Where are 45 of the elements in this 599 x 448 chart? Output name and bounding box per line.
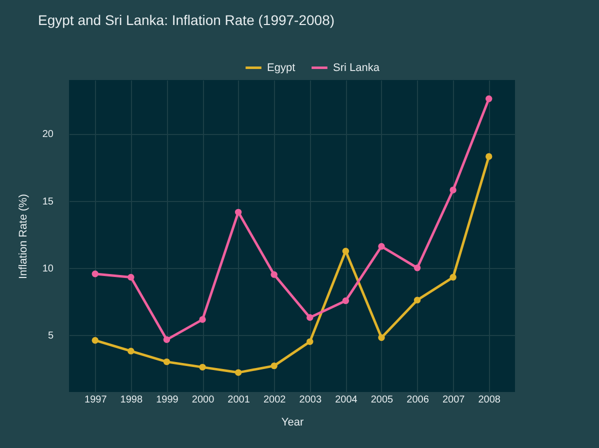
point	[414, 296, 421, 304]
x-tick-label: 2002	[263, 394, 286, 406]
point	[92, 270, 98, 278]
point	[306, 314, 314, 321]
point	[270, 271, 278, 278]
x-tick-label: 2007	[442, 394, 466, 406]
point	[163, 336, 170, 344]
point	[234, 208, 242, 216]
x-tick-label: 1997	[84, 394, 108, 406]
x-tick-label: 2006	[406, 394, 430, 406]
point	[128, 274, 134, 281]
x-tick-label: 2005	[370, 394, 394, 406]
point	[199, 316, 206, 323]
point	[378, 334, 385, 341]
point	[234, 369, 242, 376]
x-tick-label: 2001	[228, 394, 250, 406]
legend-label: Sri Lanka	[333, 62, 380, 74]
x-tick-label: 2003	[299, 394, 322, 406]
point	[128, 348, 134, 354]
point	[199, 364, 206, 371]
x-tick-label: 2008	[478, 394, 501, 406]
point	[414, 264, 421, 272]
point	[450, 274, 456, 281]
point	[450, 186, 456, 194]
x-tick-label: 1998	[120, 394, 143, 406]
x-tick-label: 2004	[335, 394, 358, 406]
legend-label: Egypt	[267, 62, 296, 74]
y-tick-label: 15	[42, 196, 54, 208]
point	[342, 248, 350, 254]
point	[486, 153, 492, 160]
y-tick-label: 5	[48, 330, 54, 342]
point	[163, 358, 170, 366]
x-tick-label: 1999	[156, 394, 179, 406]
point	[92, 336, 98, 344]
chart-title: Egypt and Sri Lanka: Inflation Rate (1997-2008)	[38, 12, 335, 28]
y-tick-label: 20	[42, 129, 54, 140]
point	[486, 95, 492, 102]
x-axis-title: Year	[281, 416, 304, 428]
point	[306, 338, 314, 346]
y-tick-label: 10	[42, 263, 54, 274]
x-tick-label: 2000	[192, 394, 215, 406]
point	[378, 243, 385, 250]
point	[342, 297, 350, 304]
y-axis-title: Inflation Rate (%)	[17, 194, 30, 279]
point	[270, 362, 278, 370]
